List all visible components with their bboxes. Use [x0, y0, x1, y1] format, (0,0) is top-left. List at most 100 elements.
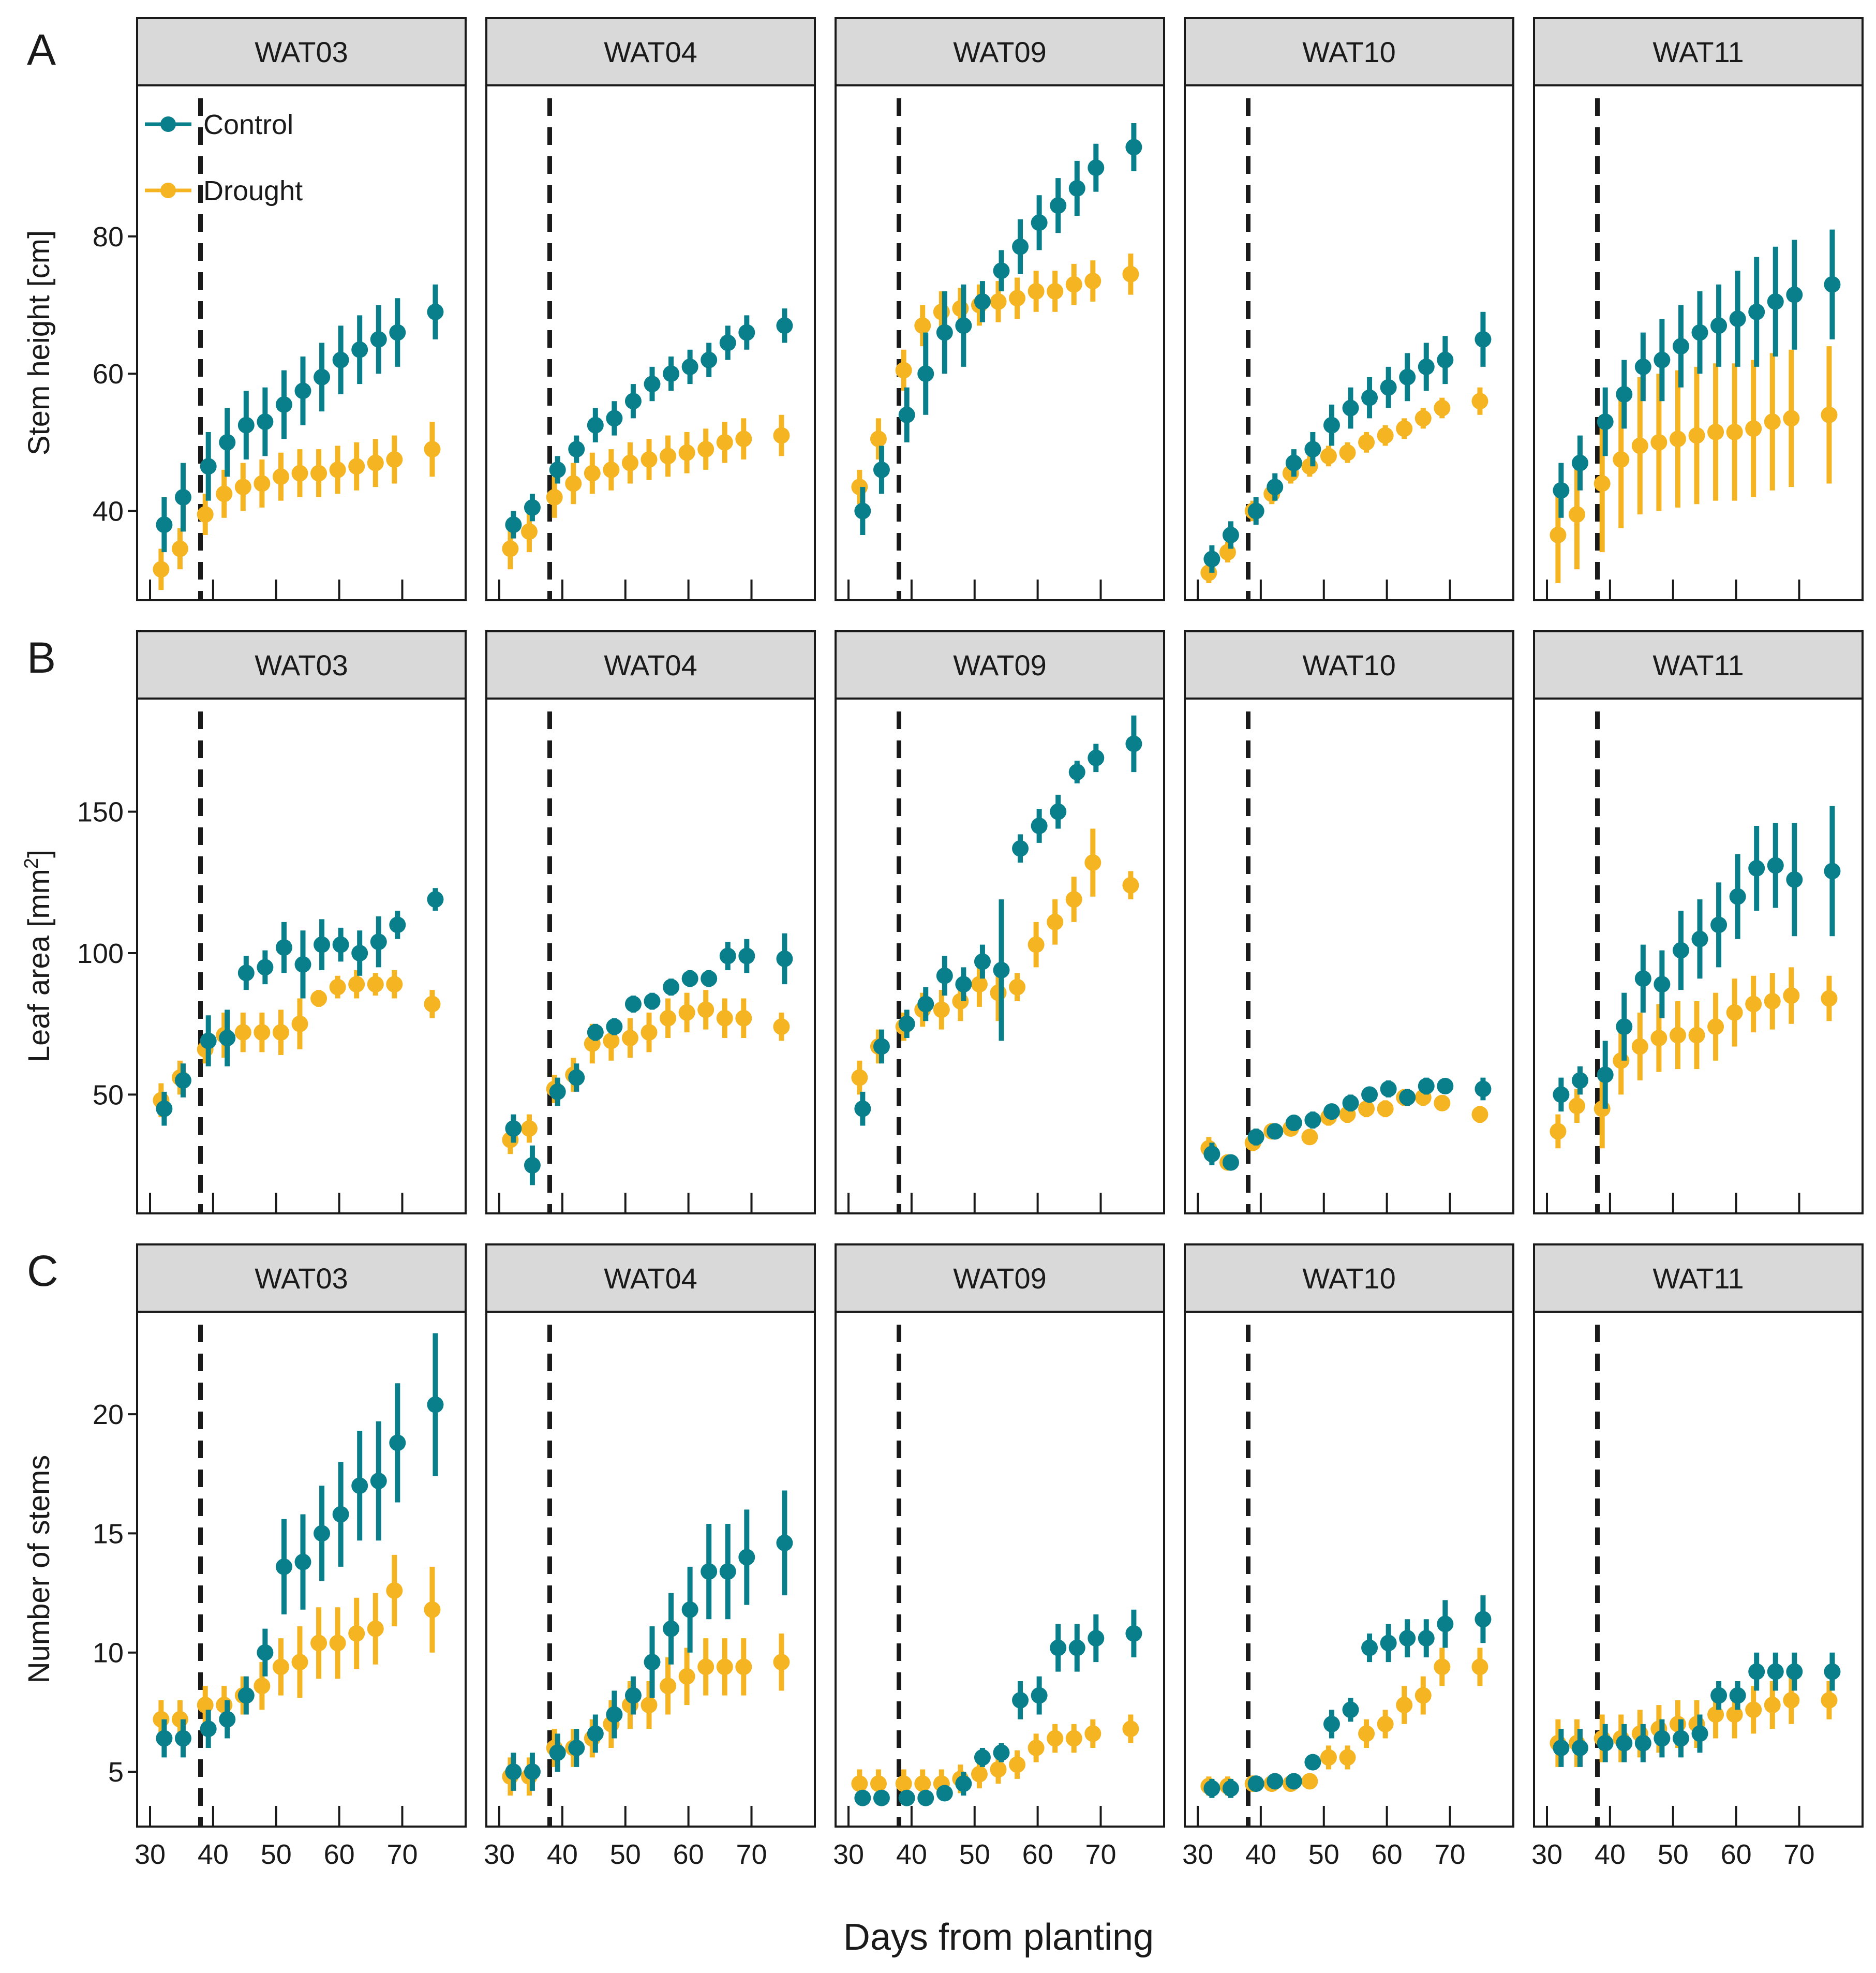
control-point	[1597, 1734, 1614, 1752]
control-point	[1824, 1663, 1841, 1680]
drought-point	[1084, 854, 1101, 871]
drought-point	[1028, 936, 1045, 953]
control-point	[936, 967, 953, 984]
x-tick-label: 70	[386, 1839, 418, 1870]
control-point	[1748, 303, 1765, 320]
drought-point	[1009, 1756, 1026, 1773]
facet-strip	[1184, 1243, 1514, 1313]
drought-point	[1669, 431, 1686, 448]
drought-point	[1745, 996, 1762, 1013]
control-point	[1418, 1630, 1435, 1647]
control-point	[587, 1725, 604, 1742]
drought-point	[386, 1582, 403, 1599]
control-point	[237, 417, 255, 434]
control-point	[1203, 1780, 1220, 1797]
panel-letter: B	[27, 633, 56, 682]
legend: Control Drought	[145, 109, 303, 206]
control-point	[854, 1789, 871, 1806]
control-point	[1267, 479, 1284, 496]
drought-point	[310, 990, 327, 1007]
control-point	[1616, 1018, 1633, 1035]
plot-frame	[1184, 84, 1514, 601]
y-axis-title-suffix: ]	[22, 850, 56, 858]
drought-point	[1301, 1129, 1318, 1146]
control-point	[219, 434, 236, 451]
control-point	[1323, 1103, 1340, 1120]
panel-letter: C	[27, 1247, 58, 1295]
control-point	[174, 1730, 191, 1747]
drought-point	[1594, 475, 1611, 492]
x-tick-label: 30	[484, 1839, 515, 1870]
drought-point	[310, 465, 327, 482]
control-point	[370, 331, 387, 348]
drought-point	[348, 1625, 365, 1642]
drought-point	[1613, 451, 1630, 468]
drought-point	[1821, 990, 1838, 1007]
control-point	[955, 1775, 972, 1792]
drought-point	[697, 1001, 714, 1018]
x-tick-label: 70	[1434, 1839, 1465, 1870]
control-point	[1399, 1089, 1416, 1106]
control-point	[1729, 1687, 1746, 1704]
drought-point	[1200, 564, 1217, 581]
facet-strip-label: WAT03	[255, 1262, 348, 1295]
drought-point	[1568, 506, 1585, 523]
x-tick-label: 50	[1308, 1839, 1339, 1870]
drought-point	[1065, 891, 1082, 908]
control-point	[719, 1563, 736, 1580]
drought-point	[952, 300, 969, 317]
drought-point	[1301, 458, 1318, 475]
drought-point	[773, 1654, 790, 1671]
facet-strip-label: WAT10	[1302, 649, 1395, 681]
drought-point	[971, 976, 988, 993]
x-tick-label: 50	[610, 1839, 641, 1870]
drought-point	[1631, 437, 1648, 454]
facet-strip	[835, 17, 1165, 86]
control-point	[200, 458, 217, 475]
control-point	[1304, 1754, 1321, 1771]
legend-label-control: Control	[203, 109, 293, 140]
drought-point	[678, 444, 695, 461]
drought-point	[660, 1678, 677, 1695]
x-tick-label: 40	[1245, 1839, 1276, 1870]
control-point	[1068, 180, 1085, 197]
drought-point	[367, 454, 384, 471]
control-point	[1012, 1692, 1029, 1709]
y-axis-title: Leaf area [mm2]	[21, 850, 56, 1062]
drought-point	[621, 454, 638, 471]
control-point	[1012, 840, 1029, 857]
control-point	[776, 1534, 793, 1551]
control-point	[1571, 454, 1588, 471]
drought-point	[1084, 273, 1101, 290]
x-tick-label: 50	[261, 1839, 292, 1870]
drought-point	[678, 1668, 695, 1685]
control-point	[1710, 1687, 1728, 1704]
plot-frame	[1184, 1311, 1514, 1828]
control-point	[1050, 803, 1067, 820]
x-tick-label: 70	[736, 1839, 767, 1870]
facet-wat09: WAT09	[835, 17, 1165, 601]
x-tick-label: 40	[198, 1839, 229, 1870]
drought-point	[697, 1658, 714, 1675]
drought-point	[1009, 978, 1026, 996]
drought-point	[1594, 1100, 1611, 1117]
control-point	[1571, 1072, 1588, 1089]
drought-point	[424, 1601, 441, 1618]
control-point	[1222, 1154, 1239, 1171]
drought-point	[254, 1024, 271, 1041]
drought-point	[870, 431, 887, 448]
control-point	[1616, 1734, 1633, 1752]
control-point	[1672, 338, 1689, 355]
control-point	[1553, 1739, 1570, 1756]
control-point	[1031, 214, 1048, 231]
drought-point	[851, 1069, 868, 1086]
control-point	[1553, 482, 1570, 499]
legend-label-drought: Drought	[203, 175, 303, 206]
drought-point	[1726, 1706, 1743, 1723]
drought-point	[1358, 434, 1375, 451]
control-point	[1222, 1780, 1239, 1797]
drought-point	[565, 475, 582, 492]
facet-strip-label: WAT04	[604, 649, 697, 681]
control-point	[1634, 970, 1651, 987]
drought-point	[1358, 1725, 1375, 1742]
